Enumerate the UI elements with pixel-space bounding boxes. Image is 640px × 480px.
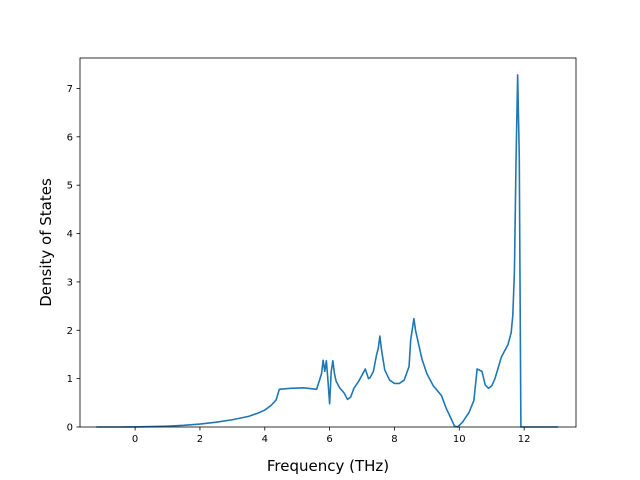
y-tick-label: 4 bbox=[67, 229, 73, 240]
y-tick-label: 2 bbox=[67, 326, 73, 337]
y-tick-label: 5 bbox=[67, 181, 73, 192]
plot-area-frame bbox=[79, 57, 577, 428]
x-axis-label: Frequency (THz) bbox=[267, 457, 389, 475]
y-tick-label: 3 bbox=[67, 277, 73, 288]
x-tick-label: 0 bbox=[132, 434, 138, 445]
x-tick-label: 10 bbox=[453, 434, 466, 445]
series-layer bbox=[96, 74, 559, 428]
dos-series-line bbox=[96, 74, 559, 428]
y-tick-label: 0 bbox=[67, 423, 73, 434]
y-tick-label: 7 bbox=[67, 84, 73, 95]
x-tick-label: 4 bbox=[262, 434, 268, 445]
y-axis-label: Density of States bbox=[37, 178, 55, 307]
y-tick-label: 6 bbox=[67, 132, 73, 143]
y-tick-label: 1 bbox=[67, 374, 73, 385]
y-axis-ticks: 0 1 2 3 4 5 6 7 bbox=[67, 84, 80, 434]
x-axis-ticks: 0 2 4 6 8 10 12 bbox=[132, 427, 531, 445]
x-tick-label: 2 bbox=[197, 434, 203, 445]
x-tick-label: 8 bbox=[391, 434, 397, 445]
x-tick-label: 12 bbox=[518, 434, 531, 445]
x-tick-label: 6 bbox=[326, 434, 332, 445]
